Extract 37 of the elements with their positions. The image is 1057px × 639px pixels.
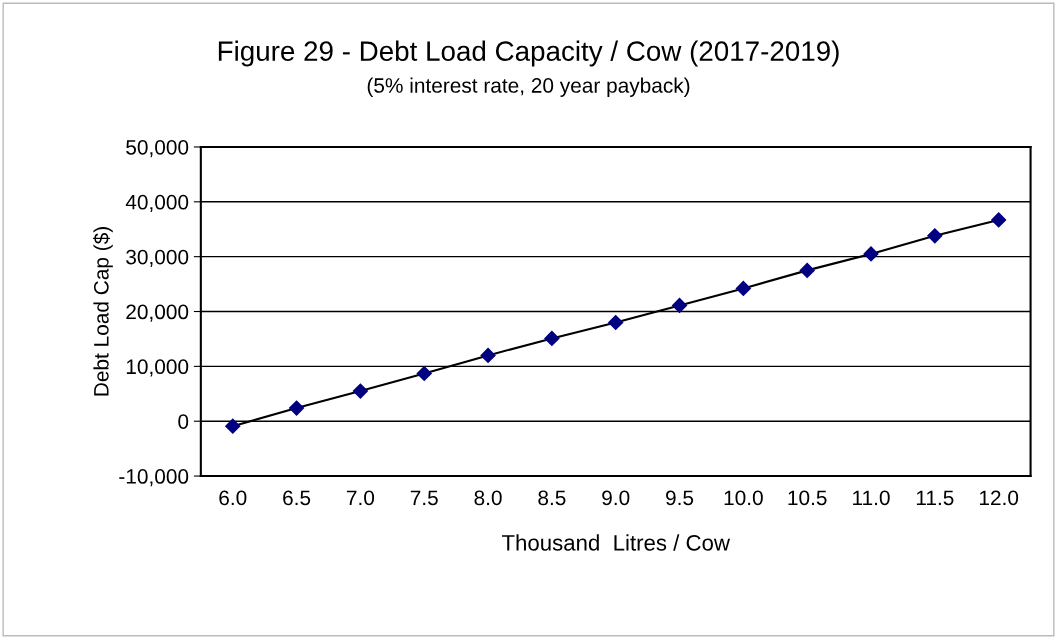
point — [416, 365, 432, 382]
point — [480, 347, 496, 363]
x-tick-label: 8.5 — [538, 490, 566, 506]
x-tick-label: 9.0 — [602, 490, 630, 506]
point — [735, 280, 751, 297]
x-tick-label: 11.5 — [916, 490, 954, 506]
point — [671, 297, 688, 314]
x-tick-label: 8.0 — [474, 490, 502, 506]
x-tick-label: 9.5 — [666, 490, 694, 506]
y-tick-label: 0 — [178, 414, 189, 429]
point — [352, 383, 368, 399]
chart-title: Figure 29 - Debt Load Capacity / Cow (2017-2019) — [218, 40, 839, 67]
point — [799, 262, 815, 278]
x-axis-title: Thousand Litres / Cow — [501, 534, 731, 551]
y-tick-label: -10,000 — [119, 469, 189, 487]
x-tick-label: 7.0 — [346, 490, 375, 506]
x-tick-label: 11.0 — [853, 490, 890, 506]
x-tick-label: 10.0 — [724, 490, 763, 506]
y-axis-title: Debt Load Cap ($) — [93, 227, 113, 396]
chart-subtitle: (5% interest rate, 20 year payback) — [367, 77, 690, 97]
x-tick-label: 10.5 — [788, 490, 827, 506]
y-tick-label: 40,000 — [125, 194, 189, 213]
x-tick-label: 12.0 — [979, 490, 1019, 506]
point — [608, 314, 624, 331]
y-tick-label: 20,000 — [126, 304, 189, 322]
point — [991, 212, 1007, 228]
point — [863, 246, 879, 262]
point — [927, 228, 943, 244]
point — [288, 400, 305, 416]
y-tick-label: 30,000 — [126, 249, 189, 267]
x-tick-label: 7.5 — [410, 490, 438, 506]
y-tick-label: 50,000 — [126, 139, 189, 158]
point — [544, 330, 560, 346]
x-tick-label: 6.0 — [219, 490, 247, 506]
x-tick-label: 6.5 — [283, 490, 311, 506]
y-tick-label: 10,000 — [126, 359, 189, 377]
point — [225, 418, 241, 434]
